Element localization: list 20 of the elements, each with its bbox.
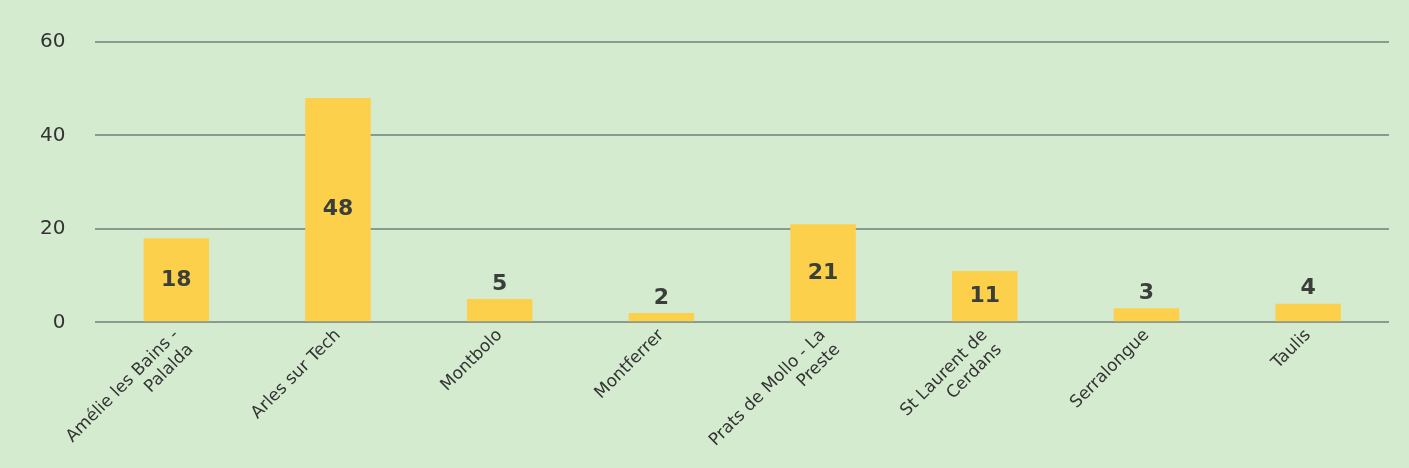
data-label: 11	[969, 281, 1001, 307]
data-label: 18	[160, 265, 192, 291]
data-label: 21	[807, 258, 839, 284]
data-label: 5	[492, 269, 508, 295]
y-tick-label: 40	[40, 121, 66, 146]
bar	[143, 238, 210, 322]
bar	[466, 298, 533, 322]
bar	[1275, 303, 1341, 322]
bar	[305, 98, 371, 322]
y-tick-label: 20	[40, 215, 66, 240]
data-label: 48	[322, 195, 354, 221]
y-tick-label: 0	[52, 308, 66, 333]
bar	[790, 224, 856, 322]
bar	[628, 313, 695, 322]
bar	[952, 270, 1018, 322]
y-tick-label: 60	[40, 28, 66, 53]
data-label: 3	[1138, 279, 1155, 305]
data-label: 2	[653, 283, 670, 309]
bar	[1113, 308, 1180, 322]
data-label: 4	[1300, 274, 1316, 300]
